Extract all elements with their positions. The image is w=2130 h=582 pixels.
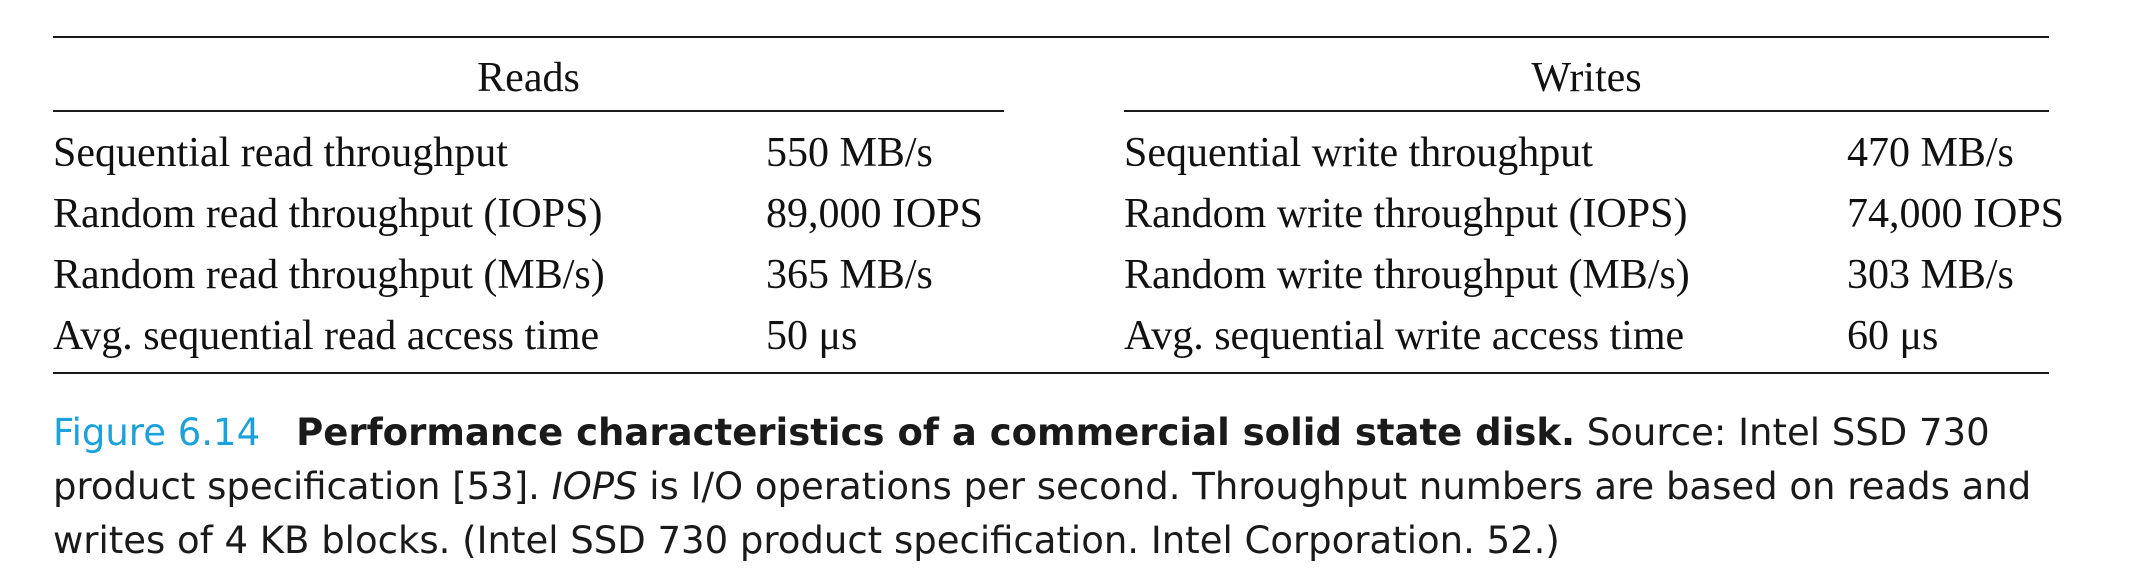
- writes-header-rule: [1124, 110, 2049, 112]
- read-label-cell: Random read throughput (MB/s): [53, 252, 605, 298]
- figure-title: Performance characteristics of a commerc…: [296, 411, 1576, 454]
- iops-term: IOPS: [551, 465, 638, 508]
- write-label-cell: Random write throughput (MB/s): [1124, 252, 1690, 298]
- table-top-rule: [53, 36, 2049, 38]
- read-value-cell: 550 MB/s: [766, 130, 933, 176]
- figure-label: Figure 6.14: [53, 411, 261, 454]
- read-label-cell: Sequential read throughput: [53, 130, 508, 176]
- reads-header: Reads: [477, 55, 580, 101]
- caption-text: is I/O operations per second. Throughput…: [53, 465, 2032, 562]
- reads-header-rule: [53, 110, 1004, 112]
- write-label-cell: Avg. sequential write access time: [1124, 313, 1685, 359]
- table-bottom-rule: [53, 372, 2049, 374]
- write-label-cell: Random write throughput (IOPS): [1124, 191, 1688, 237]
- write-value-cell: 470 MB/s: [1847, 130, 2014, 176]
- write-value-cell: 303 MB/s: [1847, 252, 2014, 298]
- writes-header: Writes: [1531, 55, 1642, 101]
- read-label-cell: Random read throughput (IOPS): [53, 191, 603, 237]
- figure-caption: Figure 6.14 Performance characteristics o…: [53, 406, 2053, 568]
- read-value-cell: 50 μs: [766, 313, 858, 359]
- read-value-cell: 365 MB/s: [766, 252, 933, 298]
- write-value-cell: 74,000 IOPS: [1847, 191, 2065, 237]
- write-label-cell: Sequential write throughput: [1124, 130, 1593, 176]
- read-value-cell: 89,000 IOPS: [766, 191, 984, 237]
- write-value-cell: 60 μs: [1847, 313, 1939, 359]
- caption-text: Source: Intel SSD 730 product specificat…: [53, 411, 1990, 508]
- read-label-cell: Avg. sequential read access time: [53, 313, 600, 359]
